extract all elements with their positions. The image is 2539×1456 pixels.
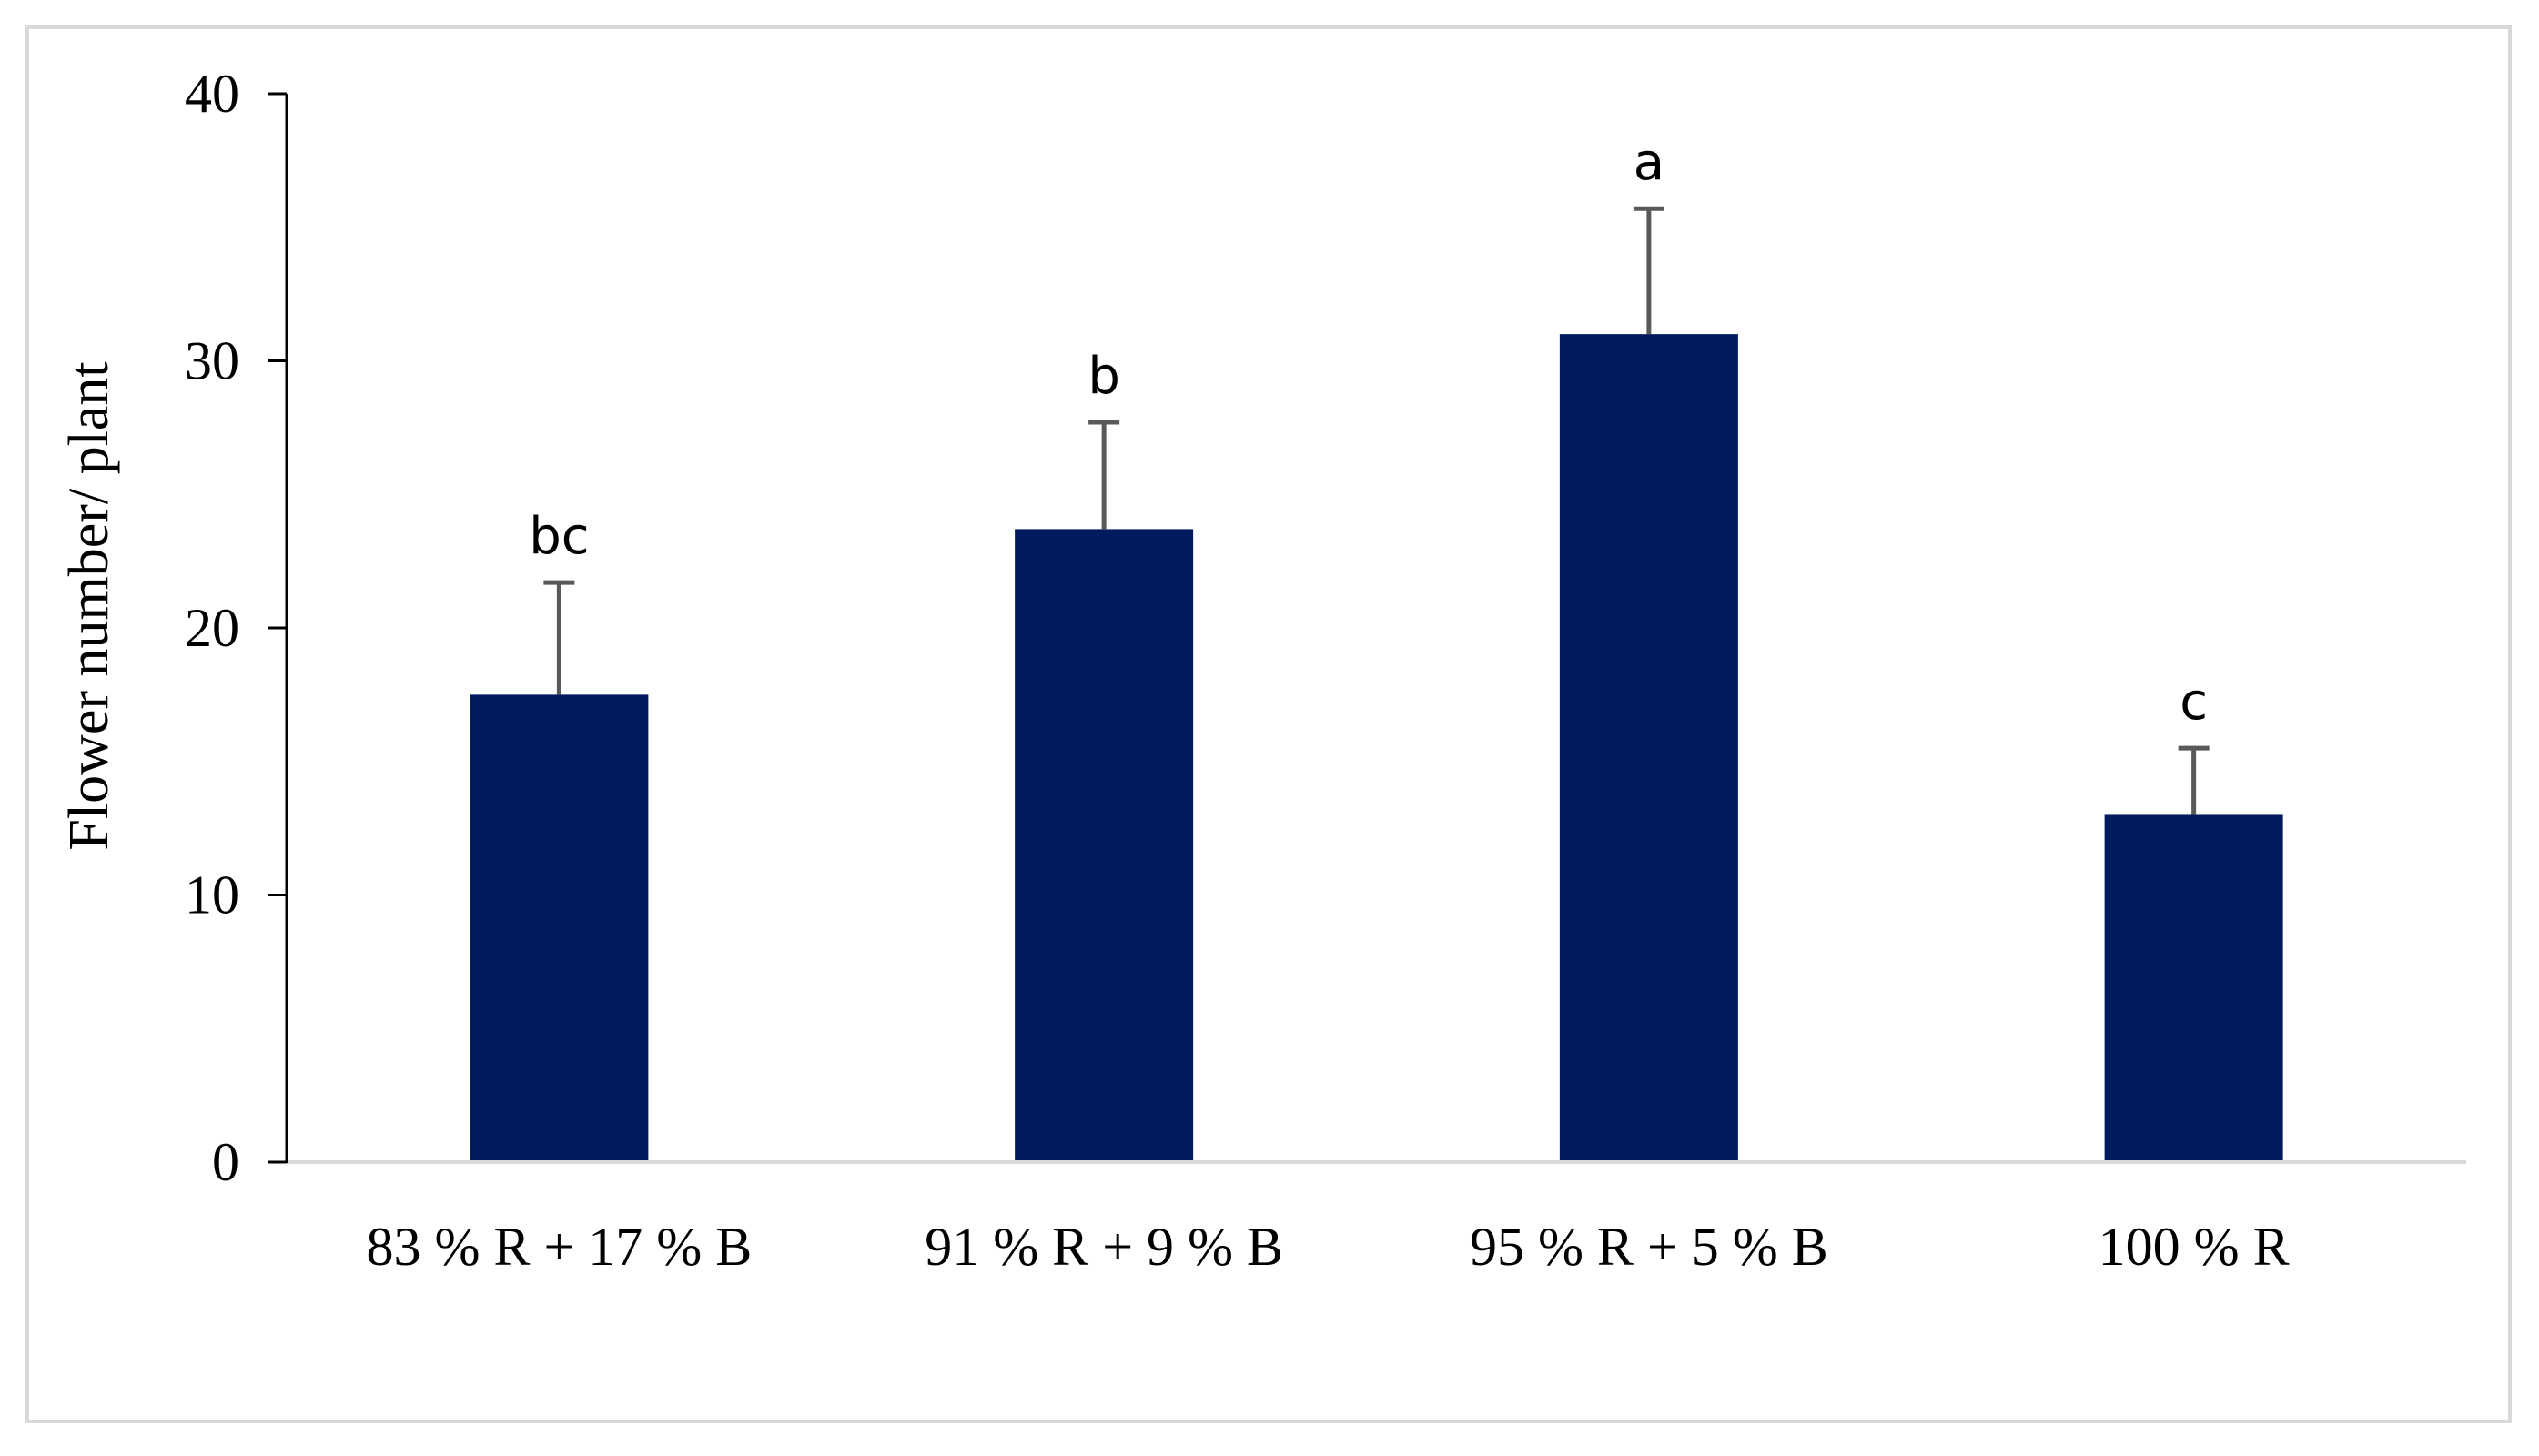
x-tick-label-3: 100 % R — [2099, 1217, 2290, 1277]
bars-group — [470, 334, 2283, 1162]
significance-labels-group: bc b a c — [529, 133, 2208, 732]
x-ticks-group: 83 % R + 17 % B 91 % R + 9 % B 95 % R + 5 … — [366, 1217, 2289, 1277]
x-tick-label-0: 83 % R + 17 % B — [366, 1217, 752, 1277]
bar-3 — [2104, 814, 2283, 1162]
significance-label-3: c — [2180, 672, 2208, 732]
x-tick-label-2: 95 % R + 5 % B — [1470, 1217, 1828, 1277]
y-axis-label: Flower number/ plant — [58, 361, 120, 850]
bar-0 — [470, 694, 649, 1162]
y-ticks-group: 0 10 20 30 40 — [185, 64, 287, 1192]
bar-1 — [1015, 529, 1194, 1162]
y-tick-label-2: 20 — [185, 598, 239, 658]
y-tick-label-1: 10 — [185, 865, 239, 925]
significance-label-2: a — [1634, 133, 1664, 192]
chart-frame — [25, 25, 2512, 1423]
y-tick-label-3: 30 — [185, 331, 239, 391]
y-tick-label-4: 40 — [185, 64, 239, 124]
y-tick-label-0: 0 — [212, 1132, 239, 1192]
significance-label-0: bc — [529, 507, 589, 566]
x-tick-label-1: 91 % R + 9 % B — [925, 1217, 1283, 1277]
bar-2 — [1559, 334, 1738, 1162]
error-bars-group — [543, 206, 2210, 815]
significance-label-1: b — [1087, 347, 1120, 406]
